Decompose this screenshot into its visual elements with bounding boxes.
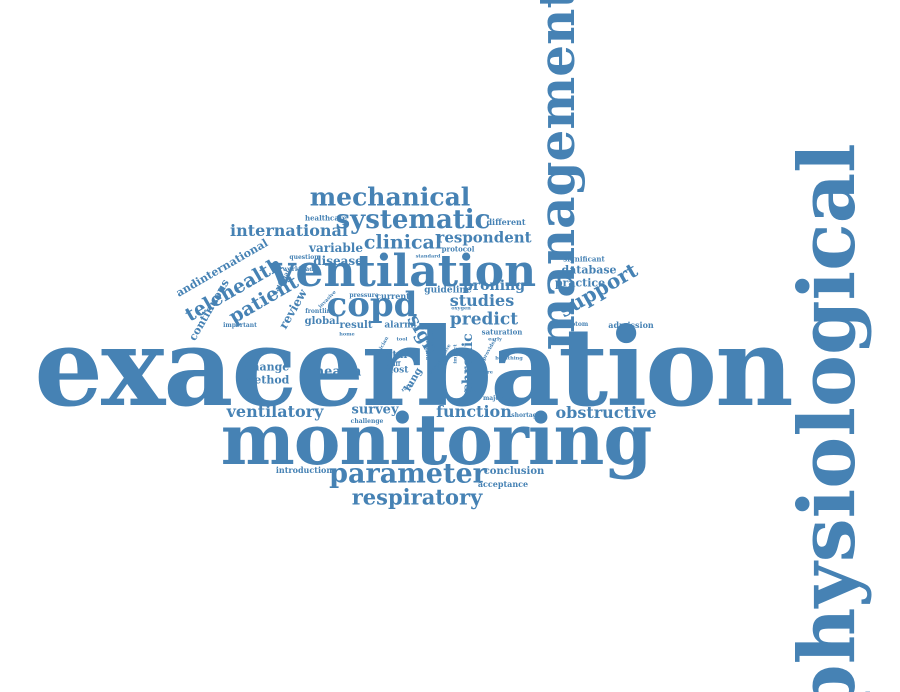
word-health: health bbox=[314, 364, 362, 380]
word-most: most bbox=[383, 365, 409, 376]
word-ventilation: ventilation bbox=[269, 246, 537, 297]
word-standard: standard bbox=[415, 253, 441, 260]
word-obstructive: obstructive bbox=[555, 403, 657, 422]
word-admission: admission bbox=[608, 320, 654, 330]
word-clinical: clinical bbox=[363, 231, 443, 254]
word-breathing: breathing bbox=[495, 355, 523, 362]
word-proning: proning bbox=[463, 278, 525, 294]
word-severe: severe bbox=[475, 369, 493, 376]
word-physiological: physiological bbox=[782, 143, 873, 692]
word-early: early bbox=[488, 336, 502, 343]
word-exacerbation: exacerbation bbox=[34, 305, 793, 431]
word-result: result bbox=[339, 320, 373, 331]
word-significant: significant bbox=[563, 254, 605, 264]
word-alarm: alarm bbox=[384, 320, 414, 331]
word-predict: predict bbox=[449, 309, 519, 330]
word-question: question bbox=[289, 254, 319, 261]
word-tele: tele bbox=[413, 322, 429, 332]
word-saturation: saturation bbox=[481, 327, 523, 337]
word-workload: workload bbox=[282, 266, 314, 273]
word-guideline: guideline bbox=[424, 285, 472, 296]
word-different: different bbox=[486, 217, 526, 227]
word-challenge: challenge bbox=[350, 418, 384, 425]
word-conclusion: conclusion bbox=[483, 466, 545, 477]
word-respondent: respondent bbox=[436, 228, 532, 247]
word-majority: majority bbox=[482, 395, 512, 402]
word-pressure: pressure bbox=[349, 292, 379, 299]
word-home: home bbox=[339, 331, 355, 338]
word-important: important bbox=[223, 322, 257, 329]
word-current: current bbox=[376, 291, 410, 301]
word-global: global bbox=[304, 316, 340, 327]
word-symptom: symptom bbox=[557, 321, 589, 328]
word-change: change bbox=[244, 360, 290, 374]
word-vital: vital bbox=[382, 350, 408, 361]
word-healthcare: healthcare bbox=[305, 213, 347, 223]
word-shortage: shortage bbox=[511, 412, 541, 419]
word-parameter: parameter bbox=[329, 458, 487, 490]
word-tool: tool bbox=[396, 336, 408, 343]
word-monitoring: monitoring bbox=[220, 398, 653, 481]
word-staff: staff bbox=[385, 361, 401, 368]
word-systematic: systematic bbox=[335, 205, 491, 235]
word-introduction: introduction bbox=[275, 465, 333, 475]
word-function: function bbox=[436, 402, 512, 421]
word-disease: disease bbox=[313, 254, 363, 268]
word-care: care bbox=[463, 388, 477, 395]
word-variable: variable bbox=[309, 241, 363, 255]
word-database: database bbox=[561, 263, 617, 277]
word-copd: copd bbox=[326, 285, 418, 325]
word-studies: studies bbox=[449, 291, 515, 310]
word-oxygen: oxygen bbox=[451, 305, 471, 312]
word-protocol: protocol bbox=[441, 244, 475, 254]
word-mechanical: mechanical bbox=[309, 182, 471, 212]
word-impact: impact bbox=[452, 344, 459, 364]
word-acceptance: acceptance bbox=[477, 479, 529, 489]
word-practice: practice bbox=[554, 276, 606, 290]
word-reduce: reduce bbox=[430, 330, 437, 350]
word-ventilatory: ventilatory bbox=[226, 402, 324, 421]
word-method: method bbox=[242, 373, 290, 387]
word-respiratory: respiratory bbox=[351, 484, 483, 510]
word-survey: survey bbox=[351, 402, 399, 418]
word-international: international bbox=[230, 221, 348, 240]
word-frontline: frontline bbox=[305, 308, 335, 315]
word-chronic: chronic bbox=[460, 333, 476, 393]
